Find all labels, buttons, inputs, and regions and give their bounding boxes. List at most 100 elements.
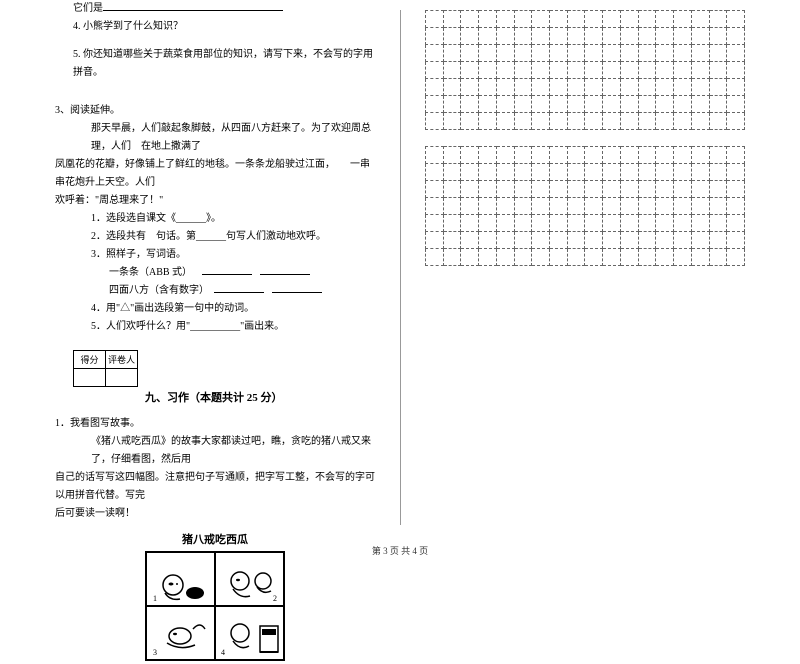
writing-grid-cell[interactable] <box>674 232 692 249</box>
writing-grid-cell[interactable] <box>496 45 514 62</box>
writing-grid-cell[interactable] <box>603 45 621 62</box>
writing-grid-cell[interactable] <box>443 28 461 45</box>
writing-grid-cell[interactable] <box>638 62 656 79</box>
writing-grid-cell[interactable] <box>674 249 692 266</box>
writing-grid-cell[interactable] <box>496 164 514 181</box>
writing-grid-cell[interactable] <box>620 28 638 45</box>
writing-grid-cell[interactable] <box>443 232 461 249</box>
writing-grid-cell[interactable] <box>567 232 585 249</box>
writing-grid-cell[interactable] <box>532 11 550 28</box>
writing-grid-cell[interactable] <box>461 164 479 181</box>
writing-grid-cell[interactable] <box>532 181 550 198</box>
writing-grid-cell[interactable] <box>727 113 745 130</box>
writing-grid-cell[interactable] <box>496 181 514 198</box>
blank-q3b-2[interactable] <box>272 283 322 293</box>
writing-grid-cell[interactable] <box>550 113 568 130</box>
writing-grid-cell[interactable] <box>514 164 532 181</box>
writing-grid-cell[interactable] <box>479 113 497 130</box>
writing-grid-cell[interactable] <box>638 232 656 249</box>
writing-grid-cell[interactable] <box>656 164 674 181</box>
writing-grid-cell[interactable] <box>426 62 444 79</box>
writing-grid-cell[interactable] <box>727 215 745 232</box>
writing-grid-cell[interactable] <box>426 232 444 249</box>
writing-grid-cell[interactable] <box>709 113 727 130</box>
writing-grid-cell[interactable] <box>585 62 603 79</box>
blank-q3a-2[interactable] <box>260 265 310 275</box>
writing-grid-cell[interactable] <box>443 164 461 181</box>
writing-grid-cell[interactable] <box>620 164 638 181</box>
writing-grid-cell[interactable] <box>709 198 727 215</box>
writing-grid-cell[interactable] <box>461 181 479 198</box>
writing-grid-cell[interactable] <box>461 28 479 45</box>
writing-grid-cell[interactable] <box>426 215 444 232</box>
writing-grid-cell[interactable] <box>656 28 674 45</box>
writing-grid-cell[interactable] <box>638 28 656 45</box>
writing-grid-cell[interactable] <box>656 79 674 96</box>
score-cell-1[interactable] <box>74 369 106 387</box>
writing-grid-cell[interactable] <box>674 147 692 164</box>
writing-grid-cell[interactable] <box>479 215 497 232</box>
writing-grid-cell[interactable] <box>638 249 656 266</box>
writing-grid-cell[interactable] <box>496 215 514 232</box>
writing-grid-cell[interactable] <box>550 198 568 215</box>
writing-grid-cell[interactable] <box>727 181 745 198</box>
writing-grid-cell[interactable] <box>638 147 656 164</box>
writing-grid-cell[interactable] <box>709 147 727 164</box>
writing-grid-cell[interactable] <box>691 198 709 215</box>
writing-grid-cell[interactable] <box>550 28 568 45</box>
writing-grid-cell[interactable] <box>620 181 638 198</box>
writing-grid-cell[interactable] <box>709 249 727 266</box>
writing-grid-cell[interactable] <box>603 28 621 45</box>
writing-grid-cell[interactable] <box>550 62 568 79</box>
writing-grid-cell[interactable] <box>585 28 603 45</box>
writing-grid-cell[interactable] <box>514 113 532 130</box>
writing-grid-cell[interactable] <box>727 147 745 164</box>
writing-grid-cell[interactable] <box>709 11 727 28</box>
writing-grid-cell[interactable] <box>550 147 568 164</box>
writing-grid-cell[interactable] <box>514 249 532 266</box>
writing-grid-cell[interactable] <box>514 11 532 28</box>
writing-grid-cell[interactable] <box>691 62 709 79</box>
writing-grid-cell[interactable] <box>585 113 603 130</box>
writing-grid-cell[interactable] <box>514 147 532 164</box>
writing-grid-cell[interactable] <box>550 249 568 266</box>
writing-grid-cell[interactable] <box>603 11 621 28</box>
writing-grid-cell[interactable] <box>532 62 550 79</box>
writing-grid-cell[interactable] <box>709 164 727 181</box>
writing-grid-cell[interactable] <box>656 113 674 130</box>
writing-grid-cell[interactable] <box>514 96 532 113</box>
writing-grid-cell[interactable] <box>691 79 709 96</box>
blank-tamen[interactable] <box>103 1 283 11</box>
writing-grid-cell[interactable] <box>603 249 621 266</box>
writing-grid-cell[interactable] <box>514 181 532 198</box>
writing-grid-cell[interactable] <box>638 181 656 198</box>
writing-grid-cell[interactable] <box>691 147 709 164</box>
writing-grid-cell[interactable] <box>550 11 568 28</box>
writing-grid-cell[interactable] <box>532 96 550 113</box>
writing-grid-cell[interactable] <box>674 164 692 181</box>
writing-grid-cell[interactable] <box>479 147 497 164</box>
writing-grid-cell[interactable] <box>620 96 638 113</box>
writing-grid-cell[interactable] <box>585 147 603 164</box>
writing-grid-cell[interactable] <box>567 249 585 266</box>
writing-grid-cell[interactable] <box>514 215 532 232</box>
writing-grid-cell[interactable] <box>674 79 692 96</box>
score-cell-2[interactable] <box>106 369 138 387</box>
writing-grid-cell[interactable] <box>461 249 479 266</box>
writing-grid-2[interactable] <box>425 146 745 266</box>
writing-grid-cell[interactable] <box>426 164 444 181</box>
writing-grid-cell[interactable] <box>426 96 444 113</box>
writing-grid-cell[interactable] <box>709 96 727 113</box>
writing-grid-cell[interactable] <box>638 96 656 113</box>
writing-grid-cell[interactable] <box>461 198 479 215</box>
writing-grid-cell[interactable] <box>656 181 674 198</box>
writing-grid-cell[interactable] <box>567 147 585 164</box>
writing-grid-cell[interactable] <box>514 79 532 96</box>
writing-grid-cell[interactable] <box>656 45 674 62</box>
writing-grid-cell[interactable] <box>674 62 692 79</box>
writing-grid-cell[interactable] <box>496 96 514 113</box>
writing-grid-cell[interactable] <box>532 215 550 232</box>
writing-grid-cell[interactable] <box>603 181 621 198</box>
writing-grid-cell[interactable] <box>709 28 727 45</box>
writing-grid-cell[interactable] <box>603 96 621 113</box>
